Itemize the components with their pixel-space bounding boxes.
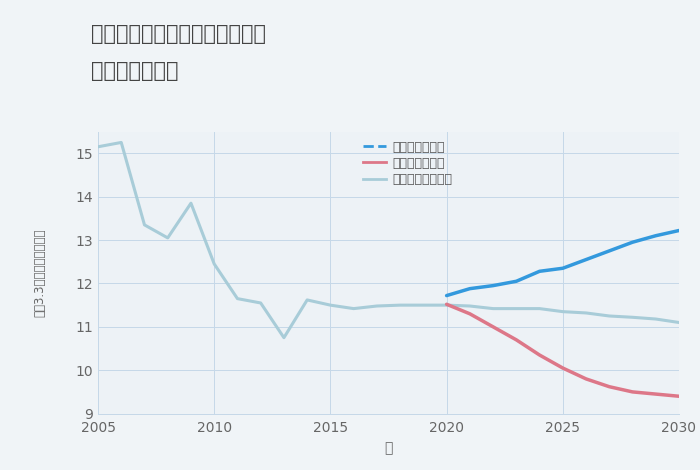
Text: 坪（3.3㎡）単価（万円）: 坪（3.3㎡）単価（万円） — [34, 228, 46, 317]
Legend: グッドシナリオ, バッドシナリオ, ノーマルシナリオ: グッドシナリオ, バッドシナリオ, ノーマルシナリオ — [363, 141, 452, 186]
Text: 土地の価格推移: 土地の価格推移 — [91, 61, 178, 81]
X-axis label: 年: 年 — [384, 441, 393, 455]
Text: 三重県桑名市長島町十日外面の: 三重県桑名市長島町十日外面の — [91, 24, 266, 44]
